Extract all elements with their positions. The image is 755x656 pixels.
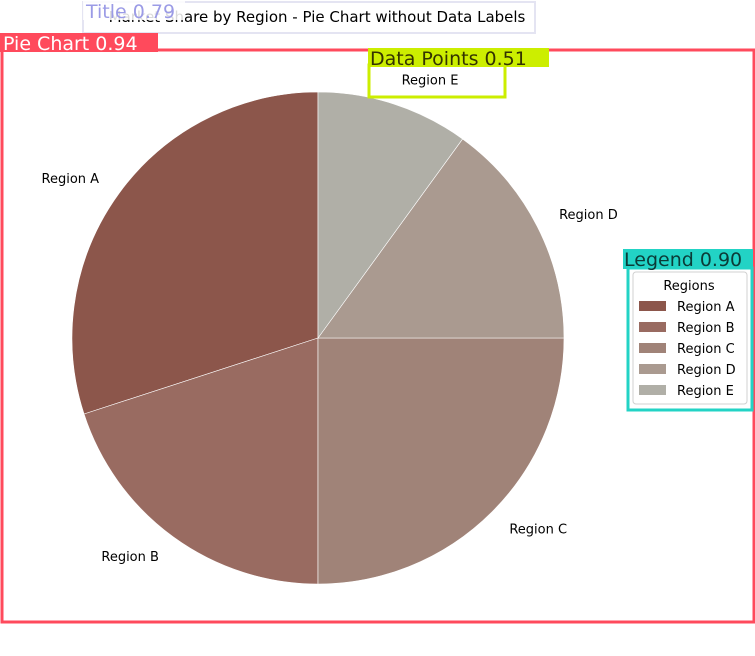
legend-swatch-region-e	[639, 385, 666, 395]
datapoints-detection-tag-bg	[368, 48, 549, 67]
legend-detection-tag: Legend 0.90	[624, 249, 742, 271]
pie-slice-region-e	[317, 91, 464, 339]
legend-swatch-region-c	[639, 343, 666, 353]
chart-title: Market Share by Region - Pie Chart witho…	[109, 8, 526, 26]
pie-slice-region-c	[317, 337, 565, 585]
slice-label-region-e: Region E	[402, 74, 459, 89]
slice-labels: Region A Region B Region C Region D Region E	[42, 74, 618, 565]
pie-slice-region-d	[317, 138, 565, 339]
legend-label-region-e: Region E	[677, 384, 734, 399]
title-detection-tag: Title 0.79	[85, 1, 175, 23]
legend-swatch-region-d	[639, 364, 666, 374]
slice-label-region-c: Region C	[509, 522, 567, 537]
slice-label-region-d: Region D	[559, 208, 618, 223]
slice-label-region-b: Region B	[101, 550, 159, 565]
legend-detection-tag-bg	[623, 249, 753, 269]
legend-label-region-b: Region B	[677, 321, 735, 336]
title-detection-tag-bg	[83, 0, 185, 20]
slice-label-region-a: Region A	[42, 172, 100, 187]
datapoints-detection-tag: Data Points 0.51	[370, 48, 527, 70]
legend-items: Region A Region B Region C Region D Region E	[639, 300, 736, 399]
legend-label-region-c: Region C	[677, 342, 735, 357]
pie-chart	[71, 91, 565, 585]
legend-label-region-d: Region D	[677, 363, 736, 378]
legend-swatch-region-a	[639, 301, 666, 311]
legend-title: Regions	[663, 279, 715, 294]
legend-swatch-region-b	[639, 322, 666, 332]
pie-slice-region-b	[83, 337, 319, 585]
pie-slice-region-a	[71, 91, 319, 415]
pie-detection-tag-bg	[0, 33, 158, 52]
legend: Regions Region A Region B Region C Region D…	[632, 271, 748, 405]
legend-label-region-a: Region A	[677, 300, 735, 315]
pie-detection-tag: Pie Chart 0.94	[3, 33, 138, 55]
